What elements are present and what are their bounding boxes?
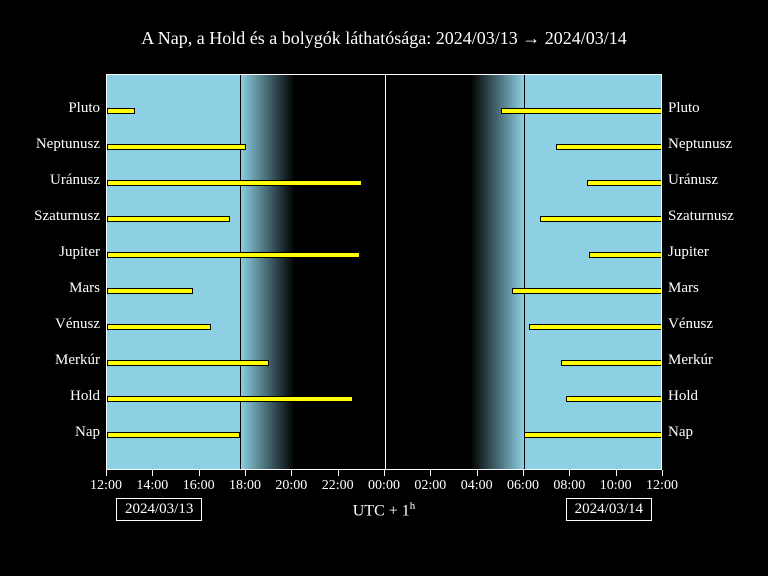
x-tick-mark [430, 470, 431, 476]
visibility-bar [501, 108, 662, 114]
visibility-bar [556, 144, 662, 150]
midnight-line [385, 75, 386, 469]
x-tick-mark [245, 470, 246, 476]
x-tick-label: 16:00 [183, 478, 215, 494]
visibility-bar [107, 288, 193, 294]
x-tick-mark [569, 470, 570, 476]
body-label-right: Hold [668, 388, 698, 405]
chart-title: A Nap, a Hold és a bolygók láthatósága: … [0, 28, 768, 49]
x-tick-mark [106, 470, 107, 476]
x-tick-label: 22:00 [322, 478, 354, 494]
body-label-left: Hold [70, 388, 100, 405]
visibility-bar [107, 180, 362, 186]
body-label-right: Szaturnusz [668, 208, 734, 225]
visibility-bar [107, 216, 230, 222]
body-label-right: Merkúr [668, 352, 713, 369]
body-label-left: Neptunusz [36, 136, 100, 153]
x-tick-label: 12:00 [90, 478, 122, 494]
body-label-left: Szaturnusz [34, 208, 100, 225]
visibility-bar [107, 108, 135, 114]
body-label-right: Neptunusz [668, 136, 732, 153]
body-label-left: Uránusz [50, 172, 100, 189]
x-tick-label: 14:00 [136, 478, 168, 494]
x-tick-label: 18:00 [229, 478, 261, 494]
x-tick-label: 12:00 [646, 478, 678, 494]
x-tick-mark [338, 470, 339, 476]
x-tick-mark [616, 470, 617, 476]
visibility-bar [529, 324, 662, 330]
timezone-label: UTC + 1h [353, 500, 416, 520]
visibility-bar [512, 288, 662, 294]
x-tick-mark [152, 470, 153, 476]
visibility-bar [107, 360, 269, 366]
sunrise-line [524, 75, 525, 469]
x-tick-mark [291, 470, 292, 476]
visibility-bar [566, 396, 662, 402]
x-tick-mark [523, 470, 524, 476]
visibility-chart [106, 74, 662, 470]
body-label-right: Mars [668, 280, 699, 297]
body-label-right: Jupiter [668, 244, 709, 261]
page: A Nap, a Hold és a bolygók láthatósága: … [0, 0, 768, 576]
date-box-right: 2024/03/14 [566, 498, 652, 521]
body-label-left: Nap [75, 424, 100, 441]
x-tick-label: 00:00 [368, 478, 400, 494]
x-tick-label: 08:00 [553, 478, 585, 494]
visibility-bar [107, 324, 211, 330]
x-tick-label: 20:00 [275, 478, 307, 494]
body-label-left: Mars [69, 280, 100, 297]
visibility-bar [107, 396, 353, 402]
x-tick-mark [199, 470, 200, 476]
visibility-bar [107, 144, 246, 150]
sunset-line [240, 75, 241, 469]
visibility-bar [587, 180, 662, 186]
visibility-bar [540, 216, 662, 222]
visibility-bar [589, 252, 662, 258]
x-tick-mark [384, 470, 385, 476]
body-label-right: Nap [668, 424, 693, 441]
x-tick-label: 04:00 [461, 478, 493, 494]
body-label-right: Vénusz [668, 316, 713, 333]
x-tick-mark [662, 470, 663, 476]
body-label-left: Vénusz [55, 316, 100, 333]
visibility-bar [561, 360, 662, 366]
body-label-left: Jupiter [59, 244, 100, 261]
x-tick-mark [477, 470, 478, 476]
x-tick-label: 02:00 [414, 478, 446, 494]
body-label-right: Uránusz [668, 172, 718, 189]
body-label-left: Merkúr [55, 352, 100, 369]
x-tick-label: 06:00 [507, 478, 539, 494]
date-box-left: 2024/03/13 [116, 498, 202, 521]
visibility-bar [524, 432, 662, 438]
body-label-left: Pluto [68, 100, 100, 117]
visibility-bar [107, 432, 240, 438]
x-tick-label: 10:00 [600, 478, 632, 494]
body-label-right: Pluto [668, 100, 700, 117]
visibility-bar [107, 252, 360, 258]
